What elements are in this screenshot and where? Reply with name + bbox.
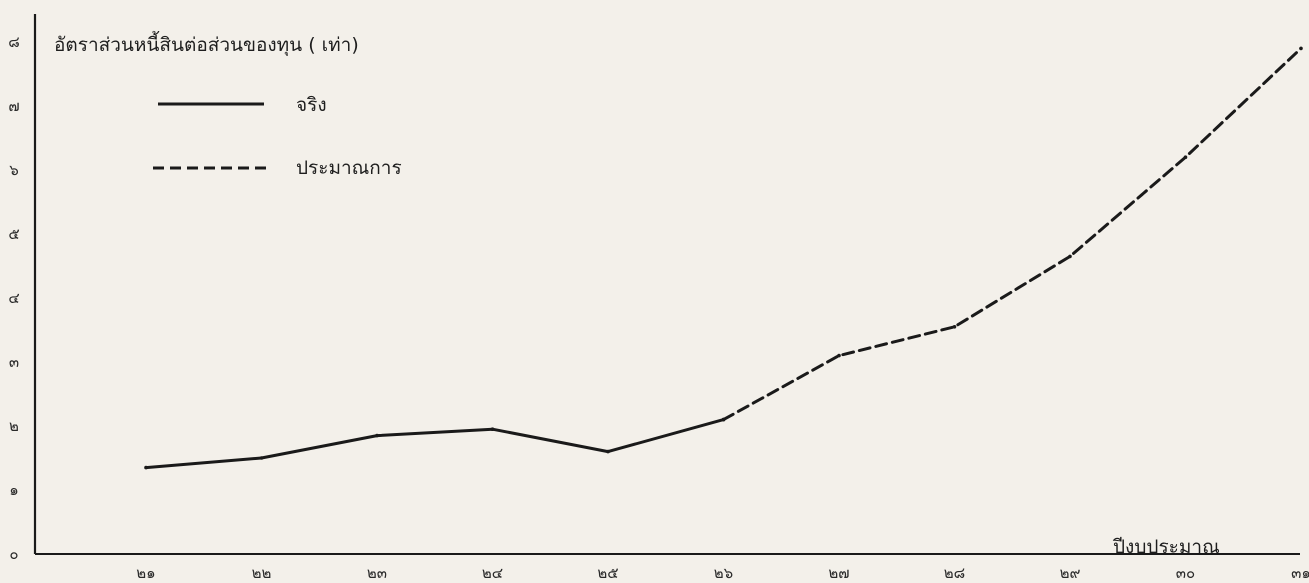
actual-data-point [144,465,148,470]
x-tick-label: ๒๙ [1060,564,1081,582]
x-tick-label: ๒๓ [367,564,387,582]
y-tick-label: ๕ [8,225,19,243]
x-tick-label: ๒๗ [828,564,849,582]
y-tick-label: ๐ [9,545,18,563]
y-tick-labels: ๐ ๑ ๒ ๓ ๔ ๕ ๖ ๗ ๘ [8,33,20,563]
x-tick-label: ๓๐ [1176,564,1195,582]
x-tick-label: ๒๘ [944,564,965,582]
forecast-data-point [1068,254,1072,259]
actual-data-point [259,456,264,460]
legend-label-actual: จริง [296,94,327,116]
y-tick-label: ๒ [9,417,19,435]
x-tick-labels: ๒๑ ๒๒ ๒๓ ๒๔ ๒๕ ๒๖ ๒๗ ๒๘ ๒๙ ๓๐ ๓๑ [136,564,1309,582]
forecast-data-point [837,353,841,358]
y-tick-label: ๘ [8,33,20,51]
series-layer [144,46,1303,470]
actual-series-line [144,418,725,470]
x-tick-label: ๒๔ [482,564,503,582]
legend: จริง ประมาณการ [153,94,402,179]
x-tick-label: ๒๒ [252,564,272,582]
forecast-data-point [721,417,726,422]
y-tick-label: ๖ [9,161,19,179]
x-axis-title: ปีงบประมาณ [1112,536,1219,558]
y-tick-label: ๓ [9,353,19,371]
forecast-series-line [722,46,1303,422]
y-tick-label: ๔ [8,289,19,307]
forecast-data-point [952,325,957,329]
forecast-data-point [1183,155,1188,159]
actual-data-point [375,433,379,438]
x-tick-label: ๒๖ [714,564,733,582]
y-axis-title: อัตราส่วนหนี้สินต่อส่วนของทุน ( เท่า) [54,31,359,57]
actual-data-point [490,427,495,432]
x-tick-label: ๓๑ [1291,564,1309,582]
y-tick-label: ๑ [9,481,19,499]
y-tick-label: ๗ [8,97,19,115]
forecast-data-point [1299,46,1303,51]
x-tick-label: ๒๕ [597,564,618,582]
x-tick-label: ๒๑ [136,564,155,582]
legend-label-forecast: ประมาณการ [296,157,402,179]
actual-data-point [606,449,610,454]
